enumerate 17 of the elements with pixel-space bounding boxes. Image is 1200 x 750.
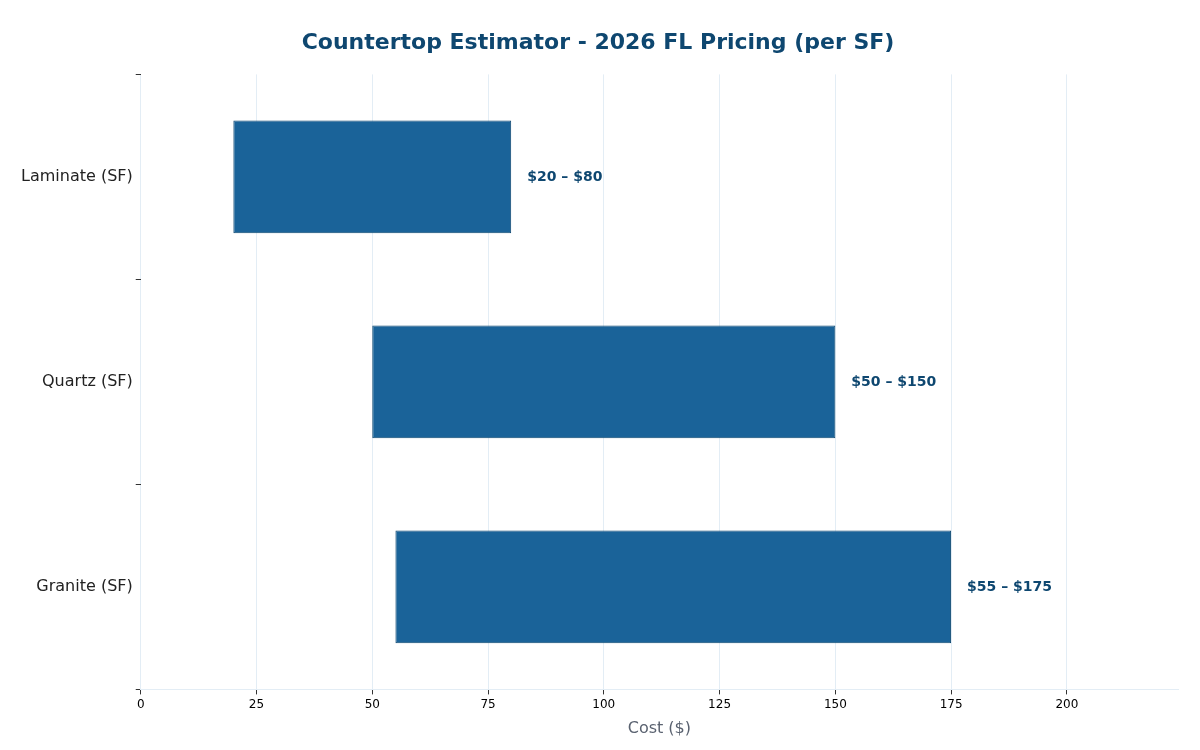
x-axis-title: Cost ($): [627, 717, 692, 737]
x-tick-label: 50: [364, 696, 380, 711]
x-tick-label: 175: [939, 696, 963, 711]
x-tick-label: 75: [480, 696, 496, 711]
x-tick-label: 125: [708, 696, 732, 711]
y-tick-label: Laminate (SF): [20, 166, 133, 186]
chart-title: Countertop Estimator - 2026 FL Pricing (per SF): [301, 28, 895, 54]
y-tick-label: Granite (SF): [36, 576, 133, 596]
x-tick-label: 200: [1055, 696, 1079, 711]
x-tick-label: 0: [136, 696, 145, 711]
x-tick-label: 25: [248, 696, 265, 711]
annotation: $55 – $175: [967, 577, 1053, 594]
y-tick-label: Quartz (SF): [42, 371, 133, 391]
annotation: $20 – $80: [527, 167, 603, 184]
annotation: $50 – $150: [851, 372, 937, 389]
x-tick-label: 150: [823, 696, 847, 711]
x-tick-label: 100: [592, 696, 616, 711]
